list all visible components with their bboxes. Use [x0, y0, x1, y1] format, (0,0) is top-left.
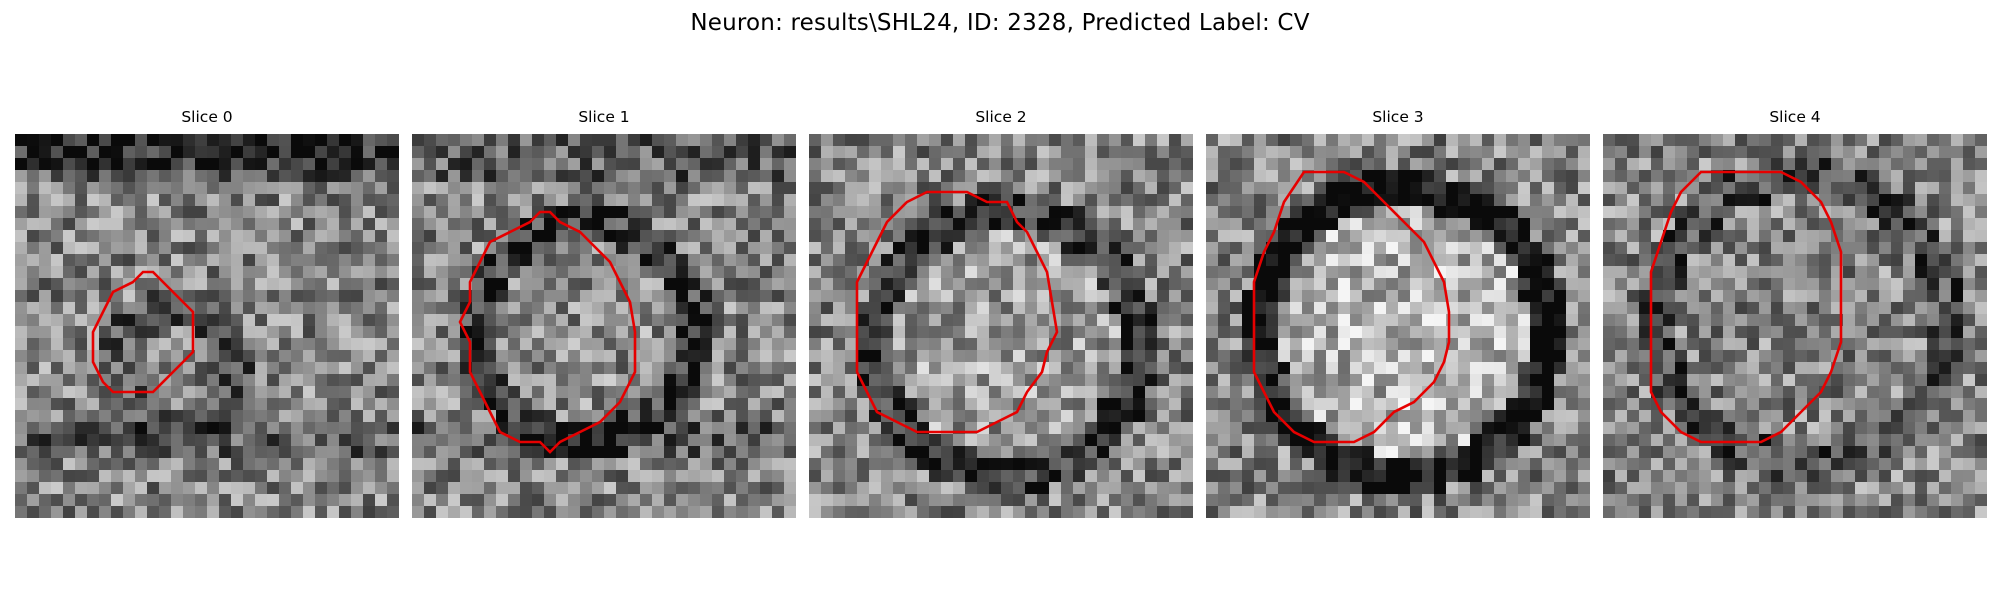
slice-title: Slice 4	[1769, 108, 1821, 126]
segmentation-contour	[1649, 170, 1843, 444]
segmentation-contour	[458, 210, 637, 454]
segmentation-contour	[91, 270, 195, 394]
slice-panel-0: Slice 0	[15, 108, 399, 518]
segmentation-contour	[855, 190, 1059, 434]
slice-panel-3: Slice 3	[1206, 108, 1590, 518]
pixel-grid	[15, 134, 399, 518]
slice-image-0	[15, 134, 399, 518]
figure-title: Neuron: results\SHL24, ID: 2328, Predict…	[690, 10, 1310, 36]
slice-panel-2: Slice 2	[809, 108, 1193, 518]
slice-title: Slice 0	[181, 108, 233, 126]
slice-image-2	[809, 134, 1193, 518]
pixel-grid	[1206, 134, 1590, 518]
slice-title: Slice 1	[578, 108, 630, 126]
slice-panel-4: Slice 4	[1603, 108, 1987, 518]
pixel-grid	[412, 134, 796, 518]
slice-panel-1: Slice 1	[412, 108, 796, 518]
slice-image-1	[412, 134, 796, 518]
pixel-grid	[1603, 134, 1987, 518]
slice-image-3	[1206, 134, 1590, 518]
segmentation-contour	[1252, 170, 1451, 444]
slice-title: Slice 3	[1372, 108, 1424, 126]
slice-image-4	[1603, 134, 1987, 518]
slice-title: Slice 2	[975, 108, 1027, 126]
pixel-grid	[809, 134, 1193, 518]
